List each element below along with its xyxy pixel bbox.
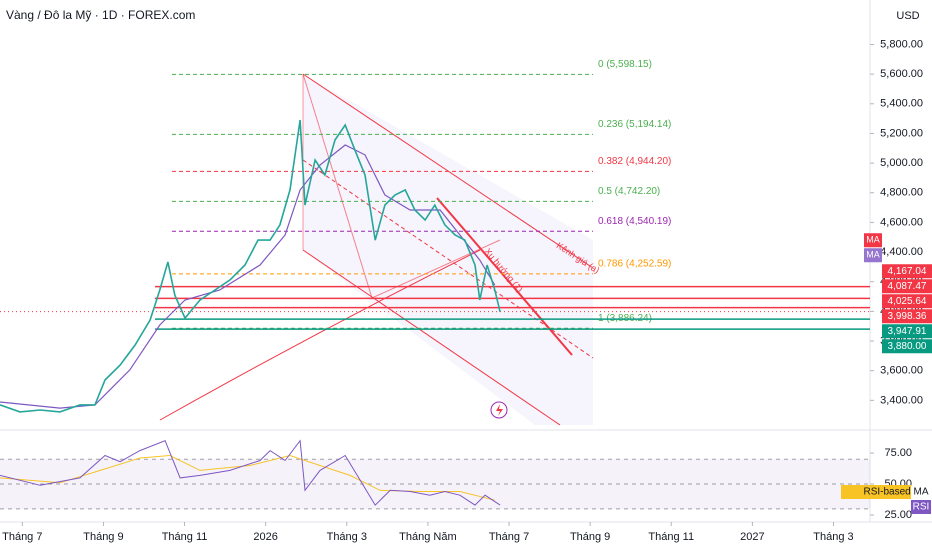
symbol-title: Vàng / Đô la Mỹ · 1D · FOREX.com <box>6 8 195 22</box>
price-tag-label: 3,947.91 <box>888 326 927 337</box>
x-tick-label: 2026 <box>253 531 277 543</box>
rsi-tag <box>911 500 931 514</box>
channel-line <box>302 249 561 426</box>
price-tag <box>882 264 932 279</box>
ma-tag <box>864 233 882 248</box>
x-tick-label: Tháng Năm <box>399 531 456 543</box>
y-tick-label: 5,800.00 <box>880 38 923 50</box>
y-tick-label: 5,200.00 <box>880 127 923 139</box>
x-tick-label: Tháng 9 <box>570 531 610 543</box>
price-tag-label: 3,998.36 <box>888 311 927 322</box>
fib-label: 0.382 (4,944.20) <box>598 156 671 167</box>
fib-label: 0.236 (5,194.14) <box>598 119 671 130</box>
channel-area <box>303 74 593 425</box>
rsi-line <box>0 439 501 506</box>
y-tick-label: 5,000.00 <box>880 157 923 169</box>
channel-midline <box>302 159 594 359</box>
rsi-ma-line <box>0 454 495 501</box>
price-tag <box>882 279 932 294</box>
price-tag <box>882 294 932 309</box>
y-tick-label: 4,400.00 <box>880 246 923 258</box>
x-tick-label: Tháng 9 <box>83 531 123 543</box>
fib-label: 0 (5,598.15) <box>598 59 652 70</box>
x-tick-label: 2027 <box>740 531 764 543</box>
x-tick-label: Tháng 11 <box>162 531 208 543</box>
price-tag-label: 4,025.64 <box>888 296 927 307</box>
fib-label: 0.786 (4,252.59) <box>598 259 671 270</box>
price-tag-label: 4,167.04 <box>888 266 927 277</box>
curve <box>159 249 481 421</box>
y-tick-label: 5,600.00 <box>880 68 923 80</box>
price-tag-label: 4,087.47 <box>888 281 927 292</box>
channel-line <box>302 73 373 299</box>
channel-line <box>371 239 501 299</box>
fib-label: 0.5 (4,742.20) <box>598 186 660 197</box>
rsi-tag-label: RSI-based MA <box>863 487 928 498</box>
x-tick-label: Tháng 3 <box>813 531 853 543</box>
rsi-tick-label: 75.00 <box>884 447 912 459</box>
x-tick-label: Tháng 11 <box>648 531 694 543</box>
ma-tag-label: MA <box>866 250 880 260</box>
x-tick-label: Tháng 7 <box>2 531 42 543</box>
y-tick-label: 4,800.00 <box>880 187 923 199</box>
price-tag <box>882 309 932 324</box>
price-tag-label: 3,880.00 <box>888 341 927 352</box>
y-tick-label: 4,600.00 <box>880 216 923 228</box>
event-icon-bolt <box>496 404 503 416</box>
ma-tag <box>864 248 882 263</box>
x-tick-label: Tháng 7 <box>489 531 529 543</box>
rsi-tag-label: RSI <box>913 502 930 513</box>
ma-tag-label: MA <box>866 235 880 245</box>
fib-label: 0.618 (4,540.19) <box>598 216 671 227</box>
y-tick-label: 3,600.00 <box>880 365 923 377</box>
rsi-tag <box>841 485 911 499</box>
y-tick-label: 3,400.00 <box>880 394 923 406</box>
price-line-series <box>0 119 501 413</box>
rsi-tick-label: 25.00 <box>884 509 912 521</box>
y-tick-label: 5,400.00 <box>880 98 923 110</box>
x-tick-label: Tháng 3 <box>327 531 367 543</box>
price-tag <box>882 339 932 354</box>
price-tag <box>882 324 932 339</box>
currency: USD <box>896 10 919 22</box>
ma-line <box>0 144 496 409</box>
